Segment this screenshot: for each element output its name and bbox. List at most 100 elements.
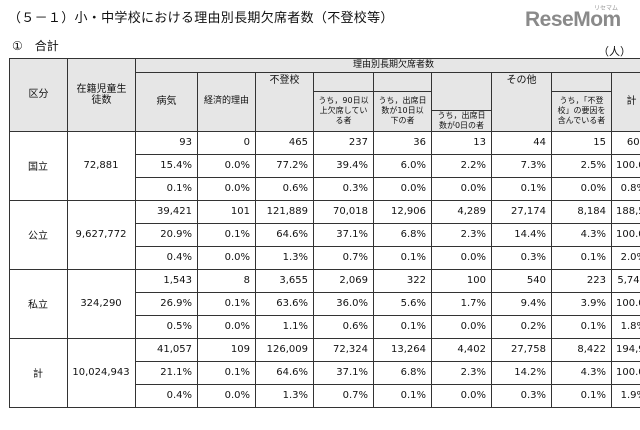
row-group-label: 計 (9, 337, 68, 408)
row-enrolled: 10,024,943 (67, 337, 136, 408)
row-enrolled: 9,627,772 (67, 199, 136, 270)
table-row: 私立 324,290 1,543 8 3,655 2,069 322 100 540 223 5,7… (9, 268, 640, 339)
table-cell: 0.6% (255, 176, 314, 201)
header-category: 区分 (9, 58, 68, 132)
table-cell: 70,018 (313, 199, 374, 224)
table-cell: 126,009 (255, 337, 314, 362)
table-cell: 63.6% (255, 291, 314, 316)
resemom-logo-sub: リセマム (594, 5, 619, 12)
table-cell: 0.1% (373, 383, 432, 408)
row-enrolled: 324,290 (67, 268, 136, 339)
table-cell: 0.0% (197, 153, 256, 178)
table-row: 15.4%0.0%77.2%39.4%6.0%2.2%7.3%2.5%100.0… (10, 153, 640, 178)
table-cell: 14.4% (491, 222, 552, 247)
table-cell: 0.0% (373, 176, 432, 201)
header-total: 計 (610, 72, 640, 132)
table-body: 国立72,8819304652373613441560215.4%0.0%77.… (9, 130, 640, 408)
table-cell: 0.7% (313, 245, 374, 270)
table-cell: 64.6% (255, 360, 314, 385)
table-cell: 0.7% (313, 383, 374, 408)
table-cell: 13,264 (373, 337, 432, 362)
table-cell: 37.1% (313, 222, 374, 247)
table-row: 21.1% 0.1% 64.6% 37.1% 6.8% 2.3% 14.2% 4.3% 100.… (10, 360, 640, 385)
table-cell: 465 (255, 130, 314, 155)
header-att10: うち，出席日数が10日以下の者 (373, 91, 432, 132)
table-cell: 0.0% (197, 176, 256, 201)
table-row: 公立 9,627,772 39,421 101 121,889 70,018 12,906 4… (9, 199, 640, 270)
table-cell: 4.3% (551, 222, 612, 247)
table-cell: 2,069 (313, 268, 374, 293)
table-cell: 4,402 (431, 337, 492, 362)
header-futoko: 不登校 (255, 72, 314, 132)
table-cell: 2.3% (431, 360, 492, 385)
table-cell: 2.0% (610, 245, 640, 270)
resemom-logo: ReseMom (525, 8, 621, 31)
table-cell: 100.0% (610, 222, 640, 247)
table-cell: 1,543 (135, 268, 198, 293)
table-cell: 100 (431, 268, 492, 293)
table-cell: 0.4% (135, 383, 198, 408)
row-group-label: 私立 (9, 268, 68, 339)
header-illness: 病気 (135, 72, 198, 132)
table-cell: 15 (551, 130, 612, 155)
table-cell: 26.9% (135, 291, 198, 316)
table-cell: 1.3% (255, 245, 314, 270)
table-cell: 12,906 (373, 199, 432, 224)
table-cell: 27,174 (491, 199, 552, 224)
table-cell: 64.6% (255, 222, 314, 247)
table-cell: 0.1% (197, 222, 256, 247)
table-cell: 0.5% (135, 314, 198, 339)
table-cell: 0.0% (431, 383, 492, 408)
table-cell: 2.3% (431, 222, 492, 247)
header-enrolled: 在籍児童生徒数 (67, 58, 136, 132)
table-cell: 4,289 (431, 199, 492, 224)
table-cell: 0.6% (313, 314, 374, 339)
table-cell: 5,746 (610, 268, 640, 293)
table-cell: 44 (491, 130, 552, 155)
table-row: 計 10,024,943 41,057 109 126,009 72,324 13,264 4… (9, 337, 640, 408)
header-economic: 経済的理由 (197, 72, 256, 132)
table-cell: 100.0% (610, 291, 640, 316)
table-cell: 3.9% (551, 291, 612, 316)
table-cell: 37.1% (313, 360, 374, 385)
table-cell: 8,184 (551, 199, 612, 224)
row-enrolled: 72,881 (67, 130, 136, 201)
table-cell: 602 (610, 130, 640, 155)
table-cell: 1.8% (610, 314, 640, 339)
absence-table: 区分 在籍児童生徒数 理由別長期欠席者数 病気 経済的理由 不登校 その他 計 … (9, 58, 640, 408)
table-cell: 0.1% (373, 245, 432, 270)
table-cell: 237 (313, 130, 374, 155)
table-cell: 0.1% (551, 383, 612, 408)
row-group-label: 公立 (9, 199, 68, 270)
header-other-futoko: うち，「不登校」の要因を含んでいる者 (551, 91, 612, 132)
table-cell: 100.0% (610, 360, 640, 385)
table-cell: 20.9% (135, 222, 198, 247)
table-cell: 1.3% (255, 383, 314, 408)
table-cell: 4.3% (551, 360, 612, 385)
table-row: 0.4%0.0%1.3%0.7%0.1%0.0%0.3%0.1%1.9% (10, 383, 640, 408)
table-cell: 0.1% (197, 291, 256, 316)
table-cell: 121,889 (255, 199, 314, 224)
table-cell: 9.4% (491, 291, 552, 316)
table-cell: 0.1% (373, 314, 432, 339)
table-row: 20.9% 0.1% 64.6% 37.1% 6.8% 2.3% 14.4% 4.3% 100.… (10, 222, 640, 247)
table-cell: 3,655 (255, 268, 314, 293)
table-cell: 0.0% (197, 383, 256, 408)
table-cell: 0.0% (197, 245, 256, 270)
table-cell: 8,422 (551, 337, 612, 362)
table-cell: 0.0% (431, 245, 492, 270)
table-cell: 93 (135, 130, 198, 155)
row-group-label: 国立 (9, 130, 68, 201)
table-cell: 77.2% (255, 153, 314, 178)
table-cell: 188,585 (610, 199, 640, 224)
header-other: その他 (491, 72, 552, 132)
table-cell: 6.8% (373, 360, 432, 385)
table-cell: 0.3% (313, 176, 374, 201)
table-cell: 0.2% (491, 314, 552, 339)
table-cell: 15.4% (135, 153, 198, 178)
table-cell: 14.2% (491, 360, 552, 385)
table-cell: 0.0% (551, 176, 612, 201)
table-row: 0.1%0.0%0.6%0.3%0.0%0.0%0.1%0.0%0.8% (10, 176, 640, 201)
table-cell: 39,421 (135, 199, 198, 224)
